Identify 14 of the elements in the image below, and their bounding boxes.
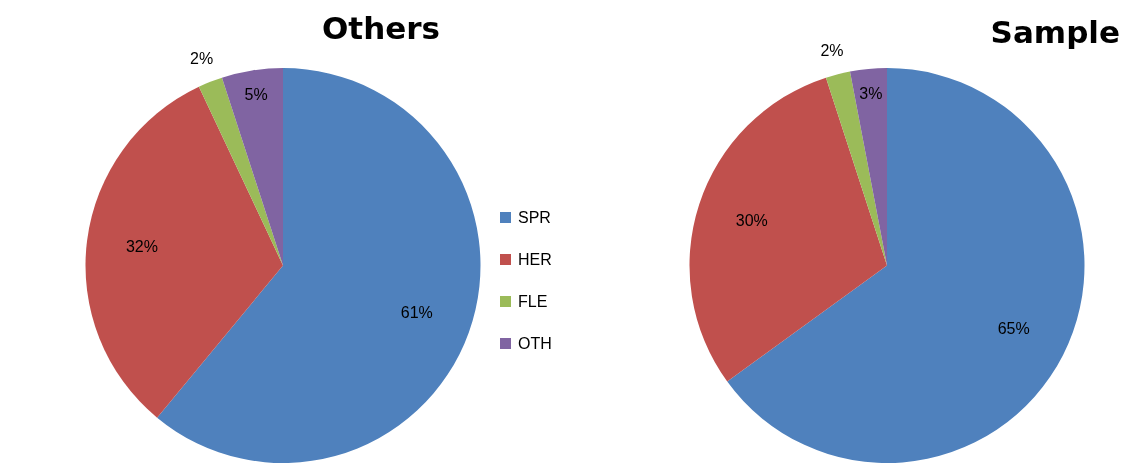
slice-label: Sample: [990, 14, 1120, 50]
data-label: 32%: [125, 238, 158, 256]
slice-label: Others: [322, 10, 441, 46]
legend-label: HER: [518, 250, 552, 269]
data-label: 2%: [190, 50, 214, 68]
legend-label: FLE: [518, 292, 548, 311]
legend-label: OTH: [518, 334, 552, 353]
data-label: 65%: [997, 320, 1030, 338]
data-label: 30%: [735, 211, 768, 229]
data-label: 2%: [820, 41, 844, 59]
data-label: 61%: [400, 304, 433, 322]
data-label: 3%: [859, 84, 883, 102]
legend-label: SPR: [518, 208, 551, 227]
data-label: 5%: [244, 86, 268, 104]
